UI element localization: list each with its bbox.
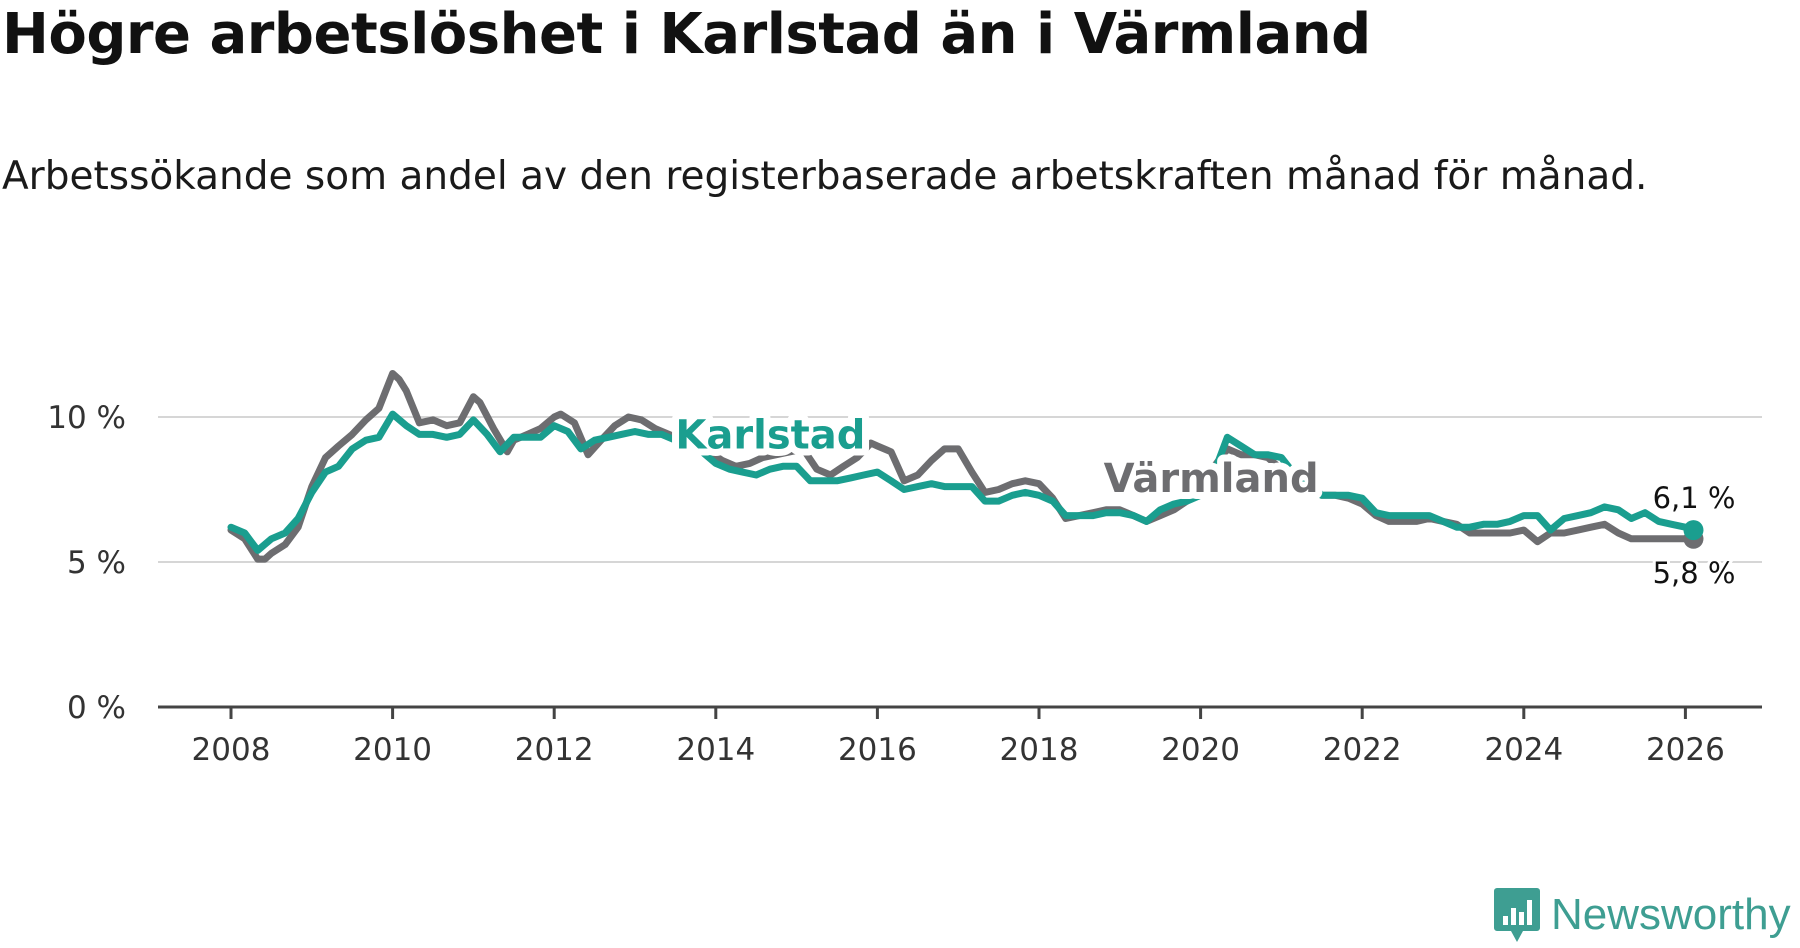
newsworthy-logo-icon bbox=[1494, 888, 1540, 942]
series-label-varmland: Värmland bbox=[1104, 456, 1319, 502]
series-line-karlstad bbox=[227, 410, 1697, 554]
x-tick-label: 2010 bbox=[353, 732, 432, 768]
gridlines bbox=[158, 416, 1762, 563]
series-label-halo-karlstad: Karlstad bbox=[675, 412, 865, 458]
x-tick-label: 2016 bbox=[838, 732, 917, 768]
newsworthy-logo-text: Newsworthy bbox=[1551, 890, 1791, 939]
end-value-label-karlstad: 6,1 % bbox=[1653, 481, 1736, 515]
end-point-karlstad bbox=[1683, 520, 1704, 541]
y-tick-label: 10 % bbox=[47, 400, 126, 436]
x-tick-label: 2026 bbox=[1646, 732, 1725, 768]
series-line-varmland bbox=[227, 370, 1697, 563]
x-tick-label: 2012 bbox=[515, 732, 594, 768]
series-label-halo-varmland: Värmland bbox=[1104, 456, 1319, 502]
end-labels: 5,8 % 6,1 % bbox=[1650, 478, 1739, 593]
y-axis: 0 % 5 % 10 % bbox=[47, 400, 126, 726]
y-tick-label: 0 % bbox=[67, 690, 126, 726]
x-tick-label: 2024 bbox=[1484, 732, 1563, 768]
end-value-label-varmland: 5,8 % bbox=[1653, 556, 1736, 590]
x-tick-label: 2022 bbox=[1323, 732, 1402, 768]
chart-title: Högre arbetslöshet i Karlstad än i Värml… bbox=[2, 2, 1371, 67]
newsworthy-logo[interactable]: Newsworthy bbox=[1493, 885, 1791, 945]
x-axis: 2008 2010 2012 2014 2016 2018 2020 2022 2024 2026 bbox=[158, 705, 1762, 768]
series-lines bbox=[227, 370, 1697, 563]
x-tick-label: 2018 bbox=[1000, 732, 1079, 768]
x-tick-label: 2014 bbox=[676, 732, 755, 768]
series-label-karlstad: Karlstad bbox=[675, 412, 865, 458]
chart-subtitle: Arbetssökande som andel av den registerb… bbox=[2, 154, 1648, 199]
x-tick-label: 2020 bbox=[1161, 732, 1240, 768]
y-tick-label: 5 % bbox=[67, 545, 126, 581]
x-tick-label: 2008 bbox=[192, 732, 271, 768]
